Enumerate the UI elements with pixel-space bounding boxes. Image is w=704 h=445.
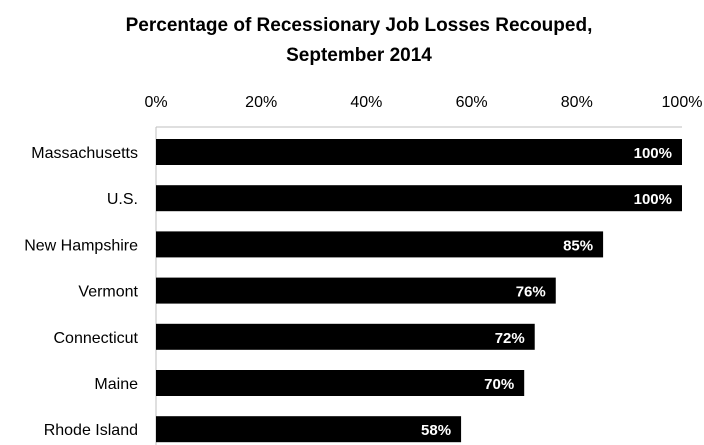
data-label: 100% <box>634 191 672 208</box>
data-label: 72% <box>495 330 525 347</box>
category-label: U.S. <box>107 191 138 208</box>
bar <box>156 185 682 212</box>
x-tick-label: 40% <box>350 94 382 111</box>
data-label: 100% <box>634 145 672 162</box>
bar <box>156 416 462 443</box>
x-tick-label: 100% <box>662 94 703 111</box>
category-label: Massachusetts <box>31 145 138 162</box>
bar <box>156 277 556 304</box>
bar <box>156 323 535 350</box>
x-axis-tick-labels: 0% 20% 40% 60% 80% 100% <box>144 94 702 111</box>
x-tick-label: 20% <box>245 94 277 111</box>
category-labels: Massachusetts U.S. New Hampshire Vermont Con… <box>24 145 138 439</box>
category-label: Connecticut <box>54 330 139 347</box>
x-tick-label: 80% <box>561 94 593 111</box>
chart-title-line-1: Percentage of Recessionary Job Losses Re… <box>126 15 593 36</box>
bar <box>156 231 604 258</box>
category-label: Maine <box>94 376 138 393</box>
data-label: 76% <box>516 284 546 301</box>
chart-title-line-2: September 2014 <box>286 45 432 66</box>
bar <box>156 370 525 396</box>
data-label: 70% <box>484 376 514 393</box>
data-label: 58% <box>421 422 451 439</box>
category-label: Vermont <box>78 284 138 301</box>
data-labels: 100% 100% 85% 76% 72% 70% 58% <box>421 145 672 439</box>
x-tick-label: 60% <box>456 94 488 111</box>
category-label: New Hampshire <box>24 237 138 254</box>
x-tick-label: 0% <box>144 94 167 111</box>
category-label: Rhode Island <box>44 422 138 439</box>
data-label: 85% <box>563 237 593 254</box>
bar <box>156 139 682 165</box>
bars <box>156 139 682 443</box>
